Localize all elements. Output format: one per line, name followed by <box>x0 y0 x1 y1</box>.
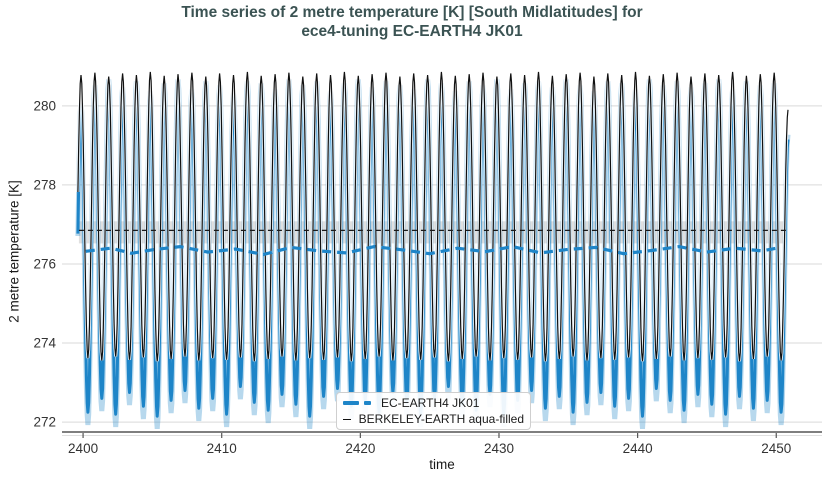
x-tick-label-2440: 2440 <box>623 441 653 456</box>
legend-entry-ec-earth4: EC-EARTH4 JK01 <box>343 395 524 411</box>
chart-title-line1: Time series of 2 metre temperature [K] [… <box>181 4 643 21</box>
berkeley-series-line <box>77 71 789 362</box>
legend-label-ec-earth4: EC-EARTH4 JK01 <box>381 395 480 410</box>
x-axis-label: time <box>429 457 455 472</box>
x-tick-label-2400: 2400 <box>68 441 98 456</box>
ec-earth4-running-mean-dashed-line <box>85 244 781 257</box>
y-tick-label-272: 272 <box>33 415 56 430</box>
chart-title: Time series of 2 metre temperature [K] [… <box>0 3 824 41</box>
x-tick-label-2410: 2410 <box>207 441 237 456</box>
x-tick-label-2430: 2430 <box>484 441 514 456</box>
y-tick-label-274: 274 <box>33 336 56 351</box>
chart-title-line2: ece4-tuning EC-EARTH4 JK01 <box>301 23 523 40</box>
y-tick-label-276: 276 <box>33 256 56 271</box>
legend-marker-ec-earth4-dashed-line <box>343 400 373 405</box>
legend-entry-berkeley-earth: BERKELEY-EARTH aqua-filled <box>343 412 524 428</box>
legend-marker-berkeley-solid-line <box>343 418 351 420</box>
x-tick-label-2420: 2420 <box>345 441 375 456</box>
y-tick-label-278: 278 <box>33 177 56 192</box>
legend-label-berkeley-earth: BERKELEY-EARTH aqua-filled <box>358 412 524 427</box>
x-tick-label-2450: 2450 <box>761 441 791 456</box>
y-tick-label-280: 280 <box>33 98 56 113</box>
legend: EC-EARTH4 JK01 BERKELEY-EARTH aqua-fille… <box>336 392 531 430</box>
